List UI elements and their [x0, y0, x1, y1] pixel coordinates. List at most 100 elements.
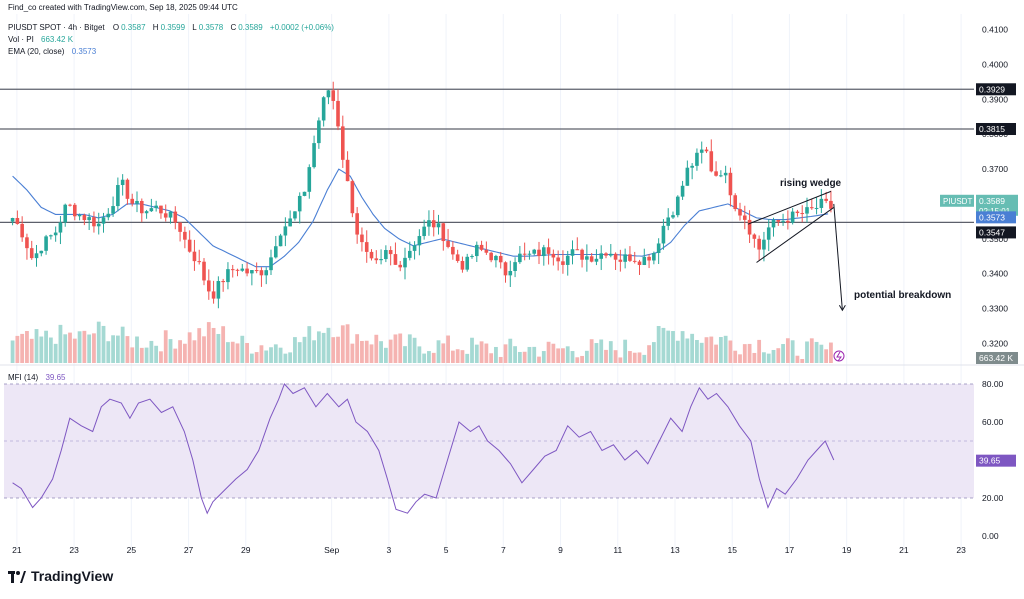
volume-bar: [527, 346, 532, 363]
volume-bar: [814, 341, 819, 363]
candle-body: [293, 211, 297, 219]
volume-bar: [115, 335, 120, 363]
tradingview-brand[interactable]: TradingView: [8, 568, 113, 584]
volume-bar: [168, 339, 173, 363]
volume-bar: [790, 340, 795, 363]
x-tick-label: 23: [956, 545, 966, 555]
candle-body: [331, 90, 336, 101]
candle-body: [240, 268, 245, 271]
candle-body: [518, 253, 522, 263]
volume-bar: [360, 340, 364, 363]
volume-label[interactable]: Vol · PI: [8, 35, 34, 44]
candle-body: [742, 215, 747, 220]
volume-bar: [154, 345, 159, 363]
volume-bar: [417, 346, 422, 363]
candle-body: [699, 149, 704, 153]
volume-bar: [446, 335, 450, 363]
volume-bar: [824, 349, 829, 363]
candle-body: [288, 218, 292, 227]
candle-body: [407, 250, 412, 258]
volume-bar: [293, 337, 297, 363]
candle-body: [719, 175, 723, 177]
symbol-label[interactable]: PIUSDT SPOT · 4h · Bitget: [8, 23, 105, 32]
breakdown-arrowhead: [838, 304, 846, 312]
volume-bar: [240, 335, 245, 363]
volume-bar: [589, 339, 594, 363]
candle-body: [695, 152, 699, 166]
candle-body: [245, 268, 249, 274]
candles: [10, 81, 833, 309]
volume-bar: [182, 343, 187, 363]
last-price-badge-bg: [976, 194, 1018, 216]
volume-bar: [326, 327, 331, 363]
volume-bar: [312, 340, 316, 363]
volume-bar: [584, 350, 589, 363]
volume-bar: [403, 346, 407, 363]
ema-value: 0.3573: [71, 47, 97, 56]
volume-bar: [431, 352, 436, 363]
volume-bar: [762, 352, 766, 363]
candle-body: [522, 253, 527, 255]
symbol-badge-bg: [940, 194, 974, 207]
horizontal-levels: [0, 88, 974, 224]
volume-bar: [642, 354, 647, 363]
volume-bar: [809, 338, 814, 363]
volume-bar: [130, 347, 135, 363]
candle-body: [470, 256, 474, 258]
candle-body: [388, 250, 393, 255]
volume-bar: [742, 344, 747, 363]
volume-bar: [733, 350, 738, 363]
x-tick-label: 7: [501, 545, 506, 555]
volume-bar: [264, 350, 269, 363]
y-tick-label: 0.3700: [982, 164, 1008, 174]
volume-bar: [101, 325, 106, 363]
ema-label[interactable]: EMA (20, close): [8, 47, 65, 56]
candle-body: [226, 269, 230, 283]
volume-bar: [192, 340, 197, 363]
candle-body: [183, 231, 187, 240]
volume-bar: [766, 353, 771, 363]
candle-body: [403, 257, 407, 268]
volume-bar: [795, 355, 800, 363]
mfi-legend: MFI (14) 39.65: [8, 373, 68, 382]
mfi-label[interactable]: MFI (14): [8, 373, 39, 382]
candle-body: [307, 167, 312, 192]
candle-body: [757, 238, 761, 250]
candle-body: [130, 198, 135, 204]
candle-body: [431, 220, 436, 228]
volume-bar: [34, 329, 39, 363]
candle-body: [599, 253, 604, 259]
ema-badge-bg: [976, 211, 1016, 224]
time-axis: 21 23 25 27 29 Sep 3 5 7 9 11 13 15 17 19 21 23: [12, 545, 966, 555]
volume-bar: [350, 343, 355, 363]
volume-bar: [96, 321, 101, 363]
volume-bar: [39, 336, 44, 363]
candle-body: [537, 249, 541, 257]
candle-body: [561, 261, 565, 265]
candle-body: [795, 211, 800, 214]
volume-bar: [211, 327, 216, 363]
volume-bar: [618, 357, 623, 363]
candle-body: [656, 243, 661, 253]
y-tick-label: 0.3300: [982, 303, 1008, 313]
chart-credit: Find_co created with TradingView.com, Se…: [8, 3, 238, 12]
candle-body: [355, 213, 359, 235]
candle-body: [364, 242, 369, 252]
volume-bars: [10, 321, 833, 363]
close-value: 0.3589: [238, 23, 263, 32]
level-badge-0.3547: 0.3547: [979, 227, 1005, 237]
mfi-badge-bg: [976, 454, 1016, 467]
volume-bar: [450, 350, 455, 363]
volume-bar: [699, 342, 704, 363]
candle-body: [781, 220, 785, 222]
volume-bar: [163, 330, 168, 363]
candle-body: [350, 181, 355, 214]
candle-body: [704, 149, 709, 152]
candle-body: [393, 254, 398, 265]
volume-bar: [695, 340, 699, 363]
volume-bar: [522, 351, 527, 363]
volume-bar: [781, 344, 785, 363]
candle-body: [96, 223, 101, 227]
volume-bar: [245, 342, 249, 363]
volume-bar: [771, 349, 776, 363]
